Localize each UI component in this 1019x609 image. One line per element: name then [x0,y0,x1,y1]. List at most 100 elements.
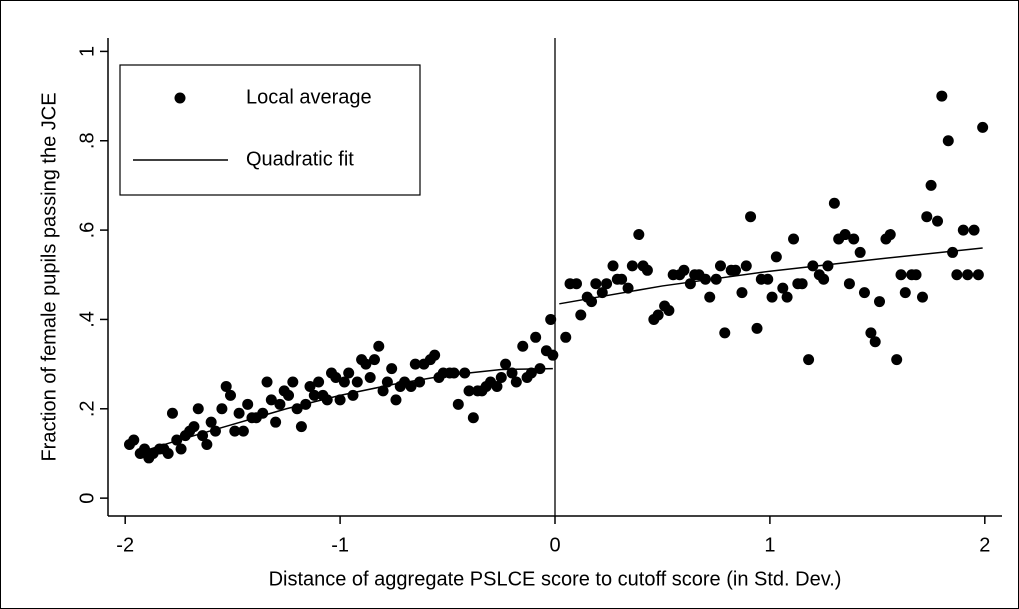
point [506,367,518,379]
point [947,246,959,258]
point [390,394,402,406]
point [751,322,763,334]
point [951,269,963,281]
point [495,372,507,384]
point [895,269,907,281]
point [308,389,320,401]
point [626,260,638,272]
point [510,376,522,388]
point [429,349,441,361]
point [545,313,557,325]
point [517,340,529,352]
point [364,372,376,384]
point [766,291,778,303]
x-tick-label: 0 [549,534,560,556]
point [714,260,726,272]
legend-marker [174,92,186,104]
point [781,291,793,303]
point [500,358,512,370]
point [270,416,282,428]
point [848,233,860,245]
y-tick-label: 0 [76,493,98,504]
point [448,367,460,379]
point [351,376,363,388]
point [977,121,989,133]
point [321,394,333,406]
point [220,380,232,392]
point [641,264,653,276]
point [530,331,542,343]
point [910,269,922,281]
point [730,264,742,276]
point [932,215,944,227]
point [128,434,140,446]
point [916,291,928,303]
point [891,354,903,366]
point [377,385,389,397]
point [304,380,316,392]
point [491,380,503,392]
x-tick-label: 2 [979,534,990,556]
point [736,287,748,299]
point [414,376,426,388]
point [968,224,980,236]
point [295,421,307,433]
point [330,372,342,384]
legend-box [119,64,421,196]
point [463,385,475,397]
x-tick-label: 1 [764,534,775,556]
point [972,269,984,281]
point [192,403,204,415]
point [652,309,664,321]
point [921,211,933,223]
point [405,380,417,392]
point [745,211,757,223]
point [575,309,587,321]
point [343,367,355,379]
point [803,354,815,366]
x-tick-label: -1 [331,534,349,556]
legend-label: Quadratic fit [246,148,354,170]
point [570,278,582,290]
point [925,179,937,191]
point [770,251,782,263]
point [762,273,774,285]
point [874,296,886,308]
point [822,260,834,272]
point [699,273,711,285]
point [224,389,236,401]
point [283,389,295,401]
point [360,358,372,370]
y-tick-label: .2 [76,400,98,417]
point [839,229,851,241]
point [607,260,619,272]
fit-line [559,247,983,305]
point [843,278,855,290]
legend-label: Local average [246,86,372,108]
point [590,278,602,290]
point [467,412,479,424]
y-axis-label: Fraction of female pupils passing the JC… [38,92,60,461]
point [633,229,645,241]
point [616,273,628,285]
point [237,425,249,437]
y-tick-label: .4 [76,311,98,328]
point [242,398,254,410]
point [233,407,245,419]
point [229,425,241,437]
point [373,340,385,352]
y-tick-label: .8 [76,132,98,149]
point [188,421,200,433]
point [719,327,731,339]
point [175,443,187,455]
point [828,197,840,209]
y-tick-label: .6 [76,222,98,239]
point [858,287,870,299]
y-tick-label: 1 [76,46,98,57]
point [942,135,954,147]
point [560,331,572,343]
fit-line [135,367,553,455]
point [261,376,273,388]
x-axis-label: Distance of aggregate PSLCE score to cut… [269,568,842,590]
